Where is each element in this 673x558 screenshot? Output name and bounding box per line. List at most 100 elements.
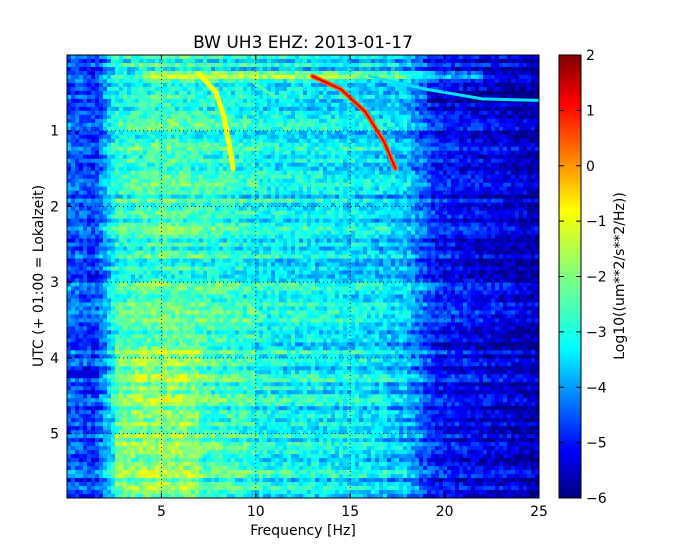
heatmap-cell (395, 110, 400, 116)
heatmap-cell (115, 178, 120, 184)
heatmap-cell (507, 214, 512, 220)
heatmap-cell (459, 214, 464, 220)
heatmap-cell (339, 142, 344, 148)
heatmap-cell (315, 122, 320, 128)
heatmap-cell (163, 114, 168, 120)
heatmap-cell (95, 122, 100, 128)
heatmap-cell (139, 170, 144, 176)
heatmap-cell (123, 126, 128, 132)
heatmap-cell (235, 174, 240, 180)
heatmap-cell (527, 66, 532, 72)
heatmap-cell (147, 114, 152, 120)
heatmap-cell (115, 74, 120, 80)
heatmap-cell (287, 182, 292, 188)
heatmap-cell (95, 142, 100, 148)
heatmap-cell (327, 66, 332, 72)
heatmap-cell (287, 138, 292, 144)
heatmap-cell (283, 102, 288, 108)
heatmap-cell (159, 182, 164, 188)
heatmap-cell (483, 98, 488, 104)
heatmap-cell (155, 202, 160, 208)
heatmap-cell (235, 78, 240, 84)
heatmap-cell (335, 98, 340, 104)
heatmap-cell (499, 206, 504, 212)
heatmap-cell (331, 190, 336, 196)
heatmap-cell (279, 82, 284, 88)
heatmap-cell (195, 162, 200, 168)
heatmap-cell (199, 198, 204, 204)
heatmap-cell (395, 74, 400, 80)
heatmap-cell (347, 58, 352, 64)
heatmap-cell (163, 58, 168, 64)
heatmap-cell (255, 178, 260, 184)
heatmap-cell (451, 170, 456, 176)
heatmap-cell (347, 142, 352, 148)
heatmap-cell (75, 62, 80, 68)
heatmap-cell (195, 210, 200, 216)
heatmap-cell (499, 218, 504, 224)
heatmap-cell (91, 154, 96, 160)
heatmap-cell (419, 166, 424, 172)
heatmap-cell (115, 190, 120, 196)
heatmap-cell (227, 178, 232, 184)
heatmap-cell (435, 214, 440, 220)
heatmap-cell (147, 94, 152, 100)
heatmap-cell (283, 218, 288, 224)
heatmap-cell (411, 214, 416, 220)
heatmap-cell (503, 102, 508, 108)
heatmap-cell (95, 218, 100, 224)
heatmap-cell (375, 214, 380, 220)
heatmap-cell (183, 66, 188, 72)
heatmap-cell (311, 154, 316, 160)
heatmap-cell (275, 198, 280, 204)
heatmap-cell (171, 214, 176, 220)
heatmap-cell (435, 74, 440, 80)
heatmap-cell (183, 94, 188, 100)
heatmap-cell (379, 170, 384, 176)
heatmap-cell (67, 174, 72, 180)
heatmap-cell (275, 78, 280, 84)
heatmap-cell (335, 130, 340, 136)
heatmap-cell (91, 74, 96, 80)
heatmap-cell (523, 214, 528, 220)
heatmap-cell (203, 110, 208, 116)
heatmap-cell (515, 122, 520, 128)
heatmap-cell (303, 186, 308, 192)
heatmap-cell (255, 114, 260, 120)
heatmap-cell (279, 218, 284, 224)
heatmap-cell (207, 102, 212, 108)
heatmap-cell (283, 150, 288, 156)
heatmap-cell (431, 178, 436, 184)
heatmap-cell (315, 214, 320, 220)
heatmap-cell (307, 178, 312, 184)
heatmap-cell (343, 66, 348, 72)
heatmap-cell (71, 118, 76, 124)
heatmap-cell (399, 134, 404, 140)
heatmap-cell (135, 198, 140, 204)
heatmap-cell (403, 154, 408, 160)
heatmap-cell (171, 174, 176, 180)
heatmap-cell (263, 142, 268, 148)
heatmap-cell (131, 146, 136, 152)
heatmap-cell (183, 218, 188, 224)
heatmap-cell (339, 146, 344, 152)
heatmap-cell (71, 210, 76, 216)
heatmap-cell (379, 74, 384, 80)
heatmap-cell (371, 138, 376, 144)
heatmap-cell (415, 178, 420, 184)
heatmap-cell (243, 134, 248, 140)
heatmap-cell (455, 122, 460, 128)
heatmap-cell (83, 190, 88, 196)
heatmap-cell (107, 90, 112, 96)
heatmap-cell (299, 190, 304, 196)
heatmap-cell (171, 114, 176, 120)
heatmap-cell (187, 130, 192, 136)
heatmap-cell (147, 166, 152, 172)
heatmap-cell (95, 114, 100, 120)
heatmap-cell (123, 106, 128, 112)
heatmap-cell (363, 190, 368, 196)
heatmap-cell (427, 138, 432, 144)
heatmap-cell (379, 106, 384, 112)
heatmap-cell (175, 158, 180, 164)
heatmap-cell (383, 162, 388, 168)
